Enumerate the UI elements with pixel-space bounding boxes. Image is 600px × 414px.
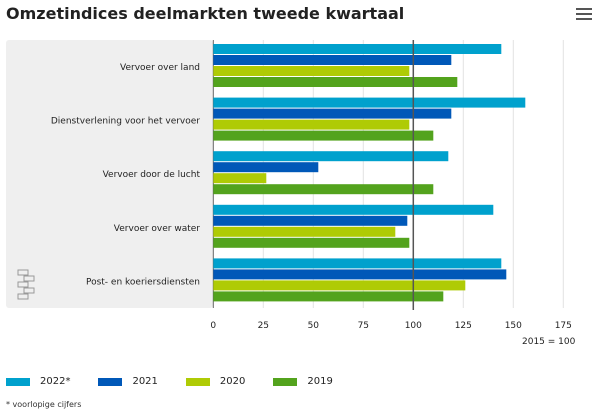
category-label: Vervoer over water xyxy=(114,224,200,234)
legend-item[interactable]: 2020 xyxy=(185,376,246,387)
bar[interactable] xyxy=(213,173,267,184)
bar[interactable] xyxy=(213,130,434,141)
bar[interactable] xyxy=(213,258,502,269)
bar[interactable] xyxy=(213,237,410,248)
bar[interactable] xyxy=(213,66,410,76)
bar[interactable] xyxy=(213,97,526,108)
bar[interactable] xyxy=(213,77,458,87)
x-tick-label: 25 xyxy=(258,321,269,331)
category-label: Post- en koeriersdiensten xyxy=(86,277,200,287)
bar[interactable] xyxy=(213,269,507,280)
legend-label: 2021 xyxy=(132,376,158,387)
menu-icon[interactable] xyxy=(576,8,592,23)
x-tick-label: 100 xyxy=(405,321,422,331)
category-label-area xyxy=(6,40,213,308)
legend-swatch xyxy=(273,377,298,386)
bar[interactable] xyxy=(213,55,452,65)
chart-title: Omzetindices deelmarkten tweede kwartaal xyxy=(6,4,405,23)
bar[interactable] xyxy=(213,226,396,237)
legend-label: 2022* xyxy=(40,376,71,387)
x-tick-label: 50 xyxy=(308,321,320,331)
bar[interactable] xyxy=(213,44,502,54)
bar[interactable] xyxy=(213,108,452,119)
x-tick-label: 125 xyxy=(455,321,472,331)
category-label: Dienstverlening voor het vervoer xyxy=(51,117,200,127)
footnote: * voorlopige cijfers xyxy=(6,400,82,409)
bar[interactable] xyxy=(213,184,434,195)
legend-swatch xyxy=(98,377,123,386)
legend-label: 2019 xyxy=(307,376,333,387)
legend-item[interactable]: 2022* xyxy=(6,376,70,387)
legend-swatch xyxy=(185,377,210,386)
bar[interactable] xyxy=(213,151,449,162)
cbs-logo-icon xyxy=(17,269,35,300)
legend-label: 2020 xyxy=(219,376,246,387)
bar[interactable] xyxy=(213,291,444,302)
x-tick-label: 75 xyxy=(358,321,369,331)
bar[interactable] xyxy=(213,215,408,226)
x-tick-label: 150 xyxy=(505,321,522,331)
x-tick-label: 0 xyxy=(210,321,216,331)
legend-item[interactable]: 2019 xyxy=(273,376,333,387)
bar[interactable] xyxy=(213,280,466,291)
legend-item[interactable]: 2021 xyxy=(98,376,158,387)
category-label: Vervoer over land xyxy=(120,63,200,73)
legend-swatch xyxy=(6,377,30,386)
bar[interactable] xyxy=(213,119,410,130)
legend: 2022* 2021 2020 2019 xyxy=(6,376,361,387)
bar[interactable] xyxy=(213,204,494,215)
bar[interactable] xyxy=(213,162,319,173)
axis-unit-label: 2015 = 100 xyxy=(522,337,576,347)
x-tick-label: 175 xyxy=(555,321,572,331)
category-label: Vervoer door de lucht xyxy=(103,170,201,180)
